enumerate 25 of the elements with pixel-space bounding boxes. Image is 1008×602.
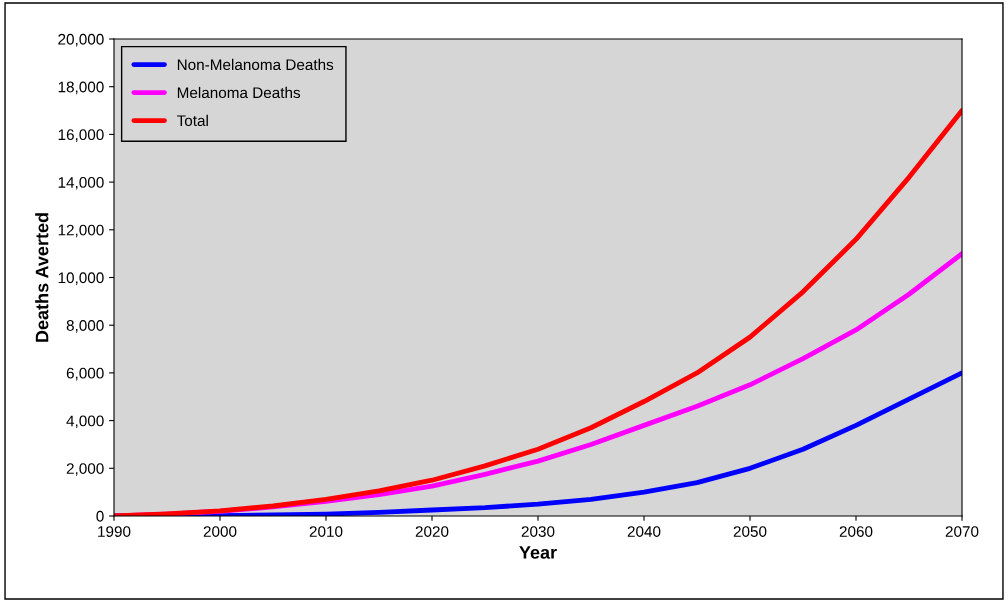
x-tick-label: 1990 — [98, 526, 131, 537]
y-tick-label: 18,000 — [58, 81, 104, 95]
x-axis-title: Year — [519, 546, 557, 559]
y-tick-label: 4,000 — [66, 415, 104, 429]
x-tick-label: 2040 — [627, 526, 661, 537]
x-tick-label: 2070 — [945, 526, 979, 537]
y-tick-label: 10,000 — [58, 272, 104, 285]
x-tick-label: 2020 — [415, 526, 449, 537]
x-tick-label: 2060 — [839, 526, 873, 537]
y-tick-label: 12,000 — [58, 224, 104, 238]
legend-label: Non-Melanoma Deaths — [177, 58, 334, 71]
y-axis-title: Deaths Averted — [35, 213, 49, 342]
legend-label: Melanoma Deaths — [177, 86, 301, 99]
x-tick-label: 2050 — [733, 526, 767, 537]
y-tick-label: 0 — [96, 510, 104, 522]
y-tick-label: 16,000 — [58, 129, 104, 142]
y-tick-label: 8,000 — [66, 320, 104, 333]
x-tick-label: 2000 — [203, 526, 237, 537]
y-tick-label: 20,000 — [58, 33, 104, 47]
y-tick-label: 14,000 — [58, 176, 104, 190]
x-tick-label: 2030 — [521, 526, 555, 537]
y-tick-label: 2,000 — [66, 463, 104, 476]
legend-label: Total — [176, 114, 208, 127]
y-tick-label: 6,000 — [66, 367, 104, 381]
x-tick-label: 2010 — [309, 526, 343, 537]
